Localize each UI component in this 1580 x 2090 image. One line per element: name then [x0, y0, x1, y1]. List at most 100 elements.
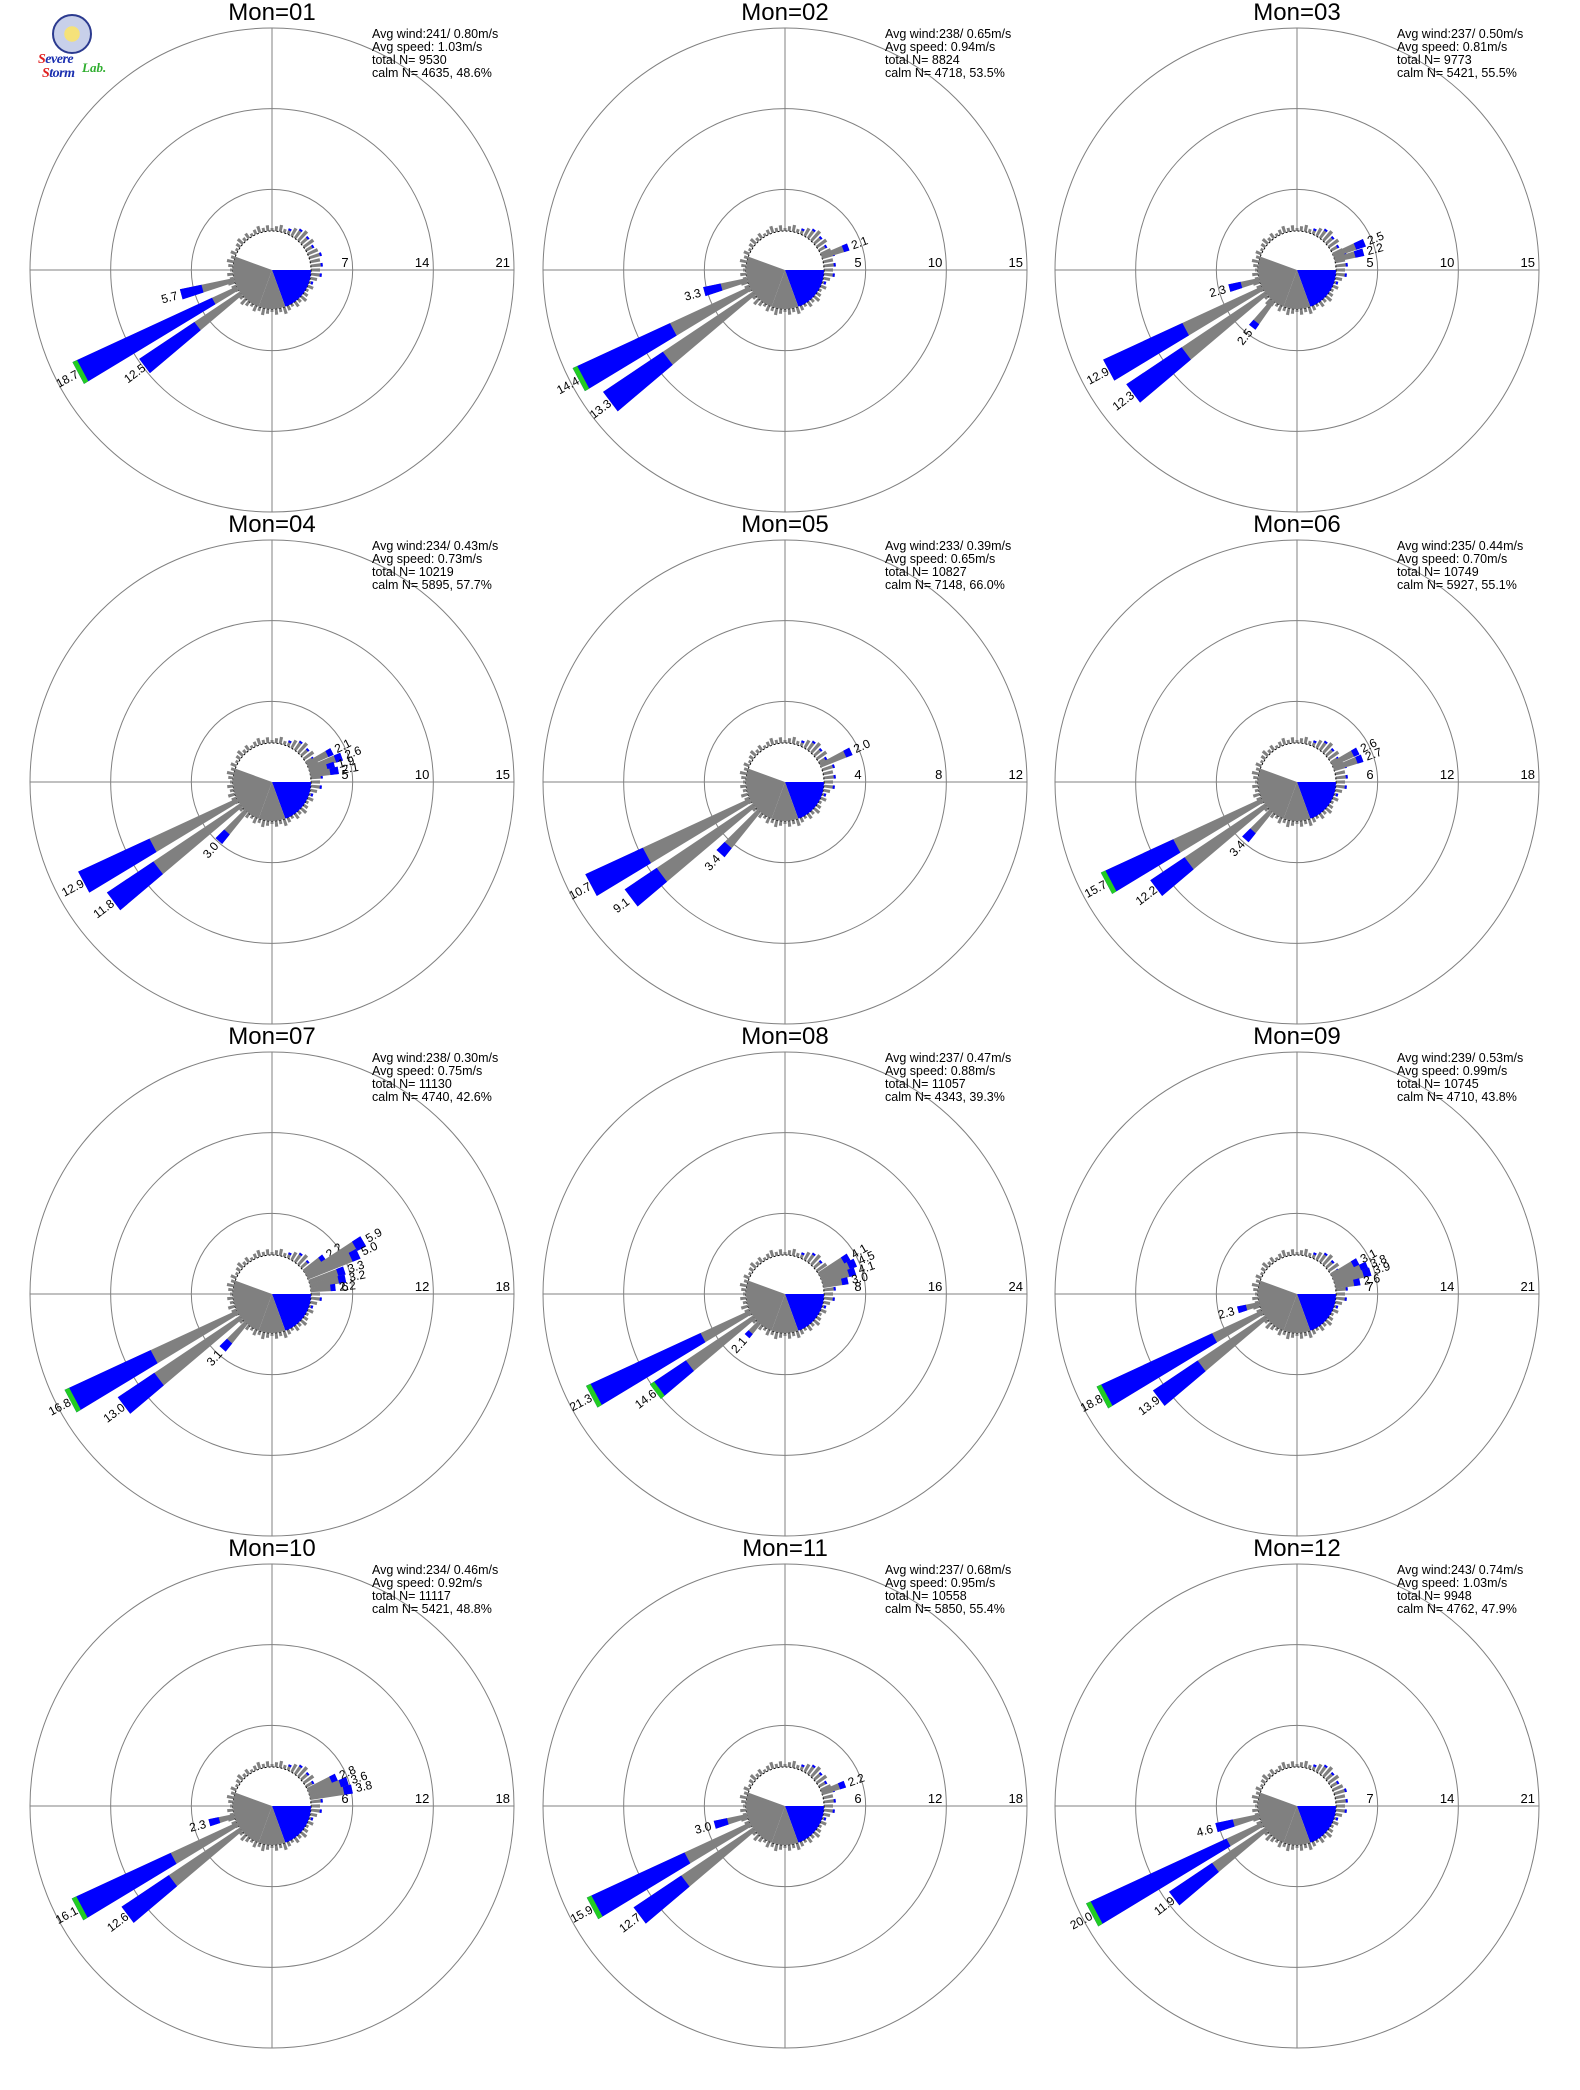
- minor-bar: [1255, 1292, 1259, 1296]
- minor-bar: [822, 770, 834, 776]
- minor-bar: [265, 1332, 270, 1338]
- wind-bar-blue: [78, 838, 157, 893]
- minor-bar-tip: [1344, 1809, 1347, 1813]
- minor-bar: [1335, 1296, 1347, 1301]
- minor-bar: [755, 237, 760, 242]
- minor-bar: [1269, 232, 1276, 240]
- minor-bar: [1327, 1774, 1340, 1785]
- minor-bar: [293, 1836, 300, 1844]
- panel-title: Mon=12: [1253, 1535, 1340, 1562]
- stats-line: Avg wind:234/ 0.46m/s: [372, 1563, 498, 1577]
- wind-bar-blue: [139, 321, 201, 374]
- wind-bar-blue: [329, 766, 339, 776]
- wind-bar-blue: [219, 1338, 233, 1352]
- minor-bar-tip: [831, 764, 835, 769]
- minor-bar: [823, 1798, 836, 1804]
- minor-bar-tip: [1335, 793, 1339, 797]
- ring-label: 12: [928, 1791, 942, 1806]
- minor-bar: [257, 306, 262, 312]
- minor-bar: [820, 1820, 827, 1826]
- stats-line: Avg speed: 0.65m/s: [885, 552, 995, 566]
- minor-bar: [799, 817, 805, 823]
- calm-sector-gray: [1258, 1792, 1297, 1843]
- minor-bar: [1332, 1820, 1339, 1826]
- minor-bar: [740, 1296, 747, 1301]
- minor-bar: [226, 1282, 235, 1288]
- wind-bar: [307, 752, 344, 771]
- minor-bar: [1332, 284, 1339, 290]
- minor-bar: [783, 1764, 787, 1768]
- stats-line: calm N= 4718, 53.5%: [885, 66, 1005, 80]
- bar-label: 2.3: [1208, 282, 1228, 300]
- wind-bar-blue: [121, 1875, 178, 1923]
- minor-bar: [310, 268, 320, 272]
- minor-bar: [769, 1761, 775, 1770]
- minor-bar: [1307, 1252, 1312, 1258]
- ring-label: 12: [1009, 767, 1023, 782]
- minor-bar: [290, 1251, 298, 1261]
- minor-bar: [810, 1766, 822, 1778]
- minor-bar: [1251, 770, 1260, 776]
- logo-lab: Lab.: [82, 60, 107, 75]
- minor-bar: [236, 238, 244, 245]
- minor-bar: [806, 812, 813, 820]
- wind-bar-blue: [624, 867, 668, 907]
- minor-bar: [1325, 807, 1333, 814]
- minor-bar: [795, 1764, 800, 1770]
- stats-line: Avg speed: 0.73m/s: [372, 552, 482, 566]
- minor-bar-tip: [1345, 1798, 1348, 1803]
- ring-label: 7: [1366, 1791, 1373, 1806]
- minor-bar: [1259, 1783, 1264, 1788]
- wind-bar-blue: [329, 1773, 338, 1784]
- stats-line: Avg wind:237/ 0.47m/s: [885, 1051, 1011, 1065]
- minor-bar: [1269, 744, 1276, 752]
- minor-bar: [742, 788, 748, 793]
- minor-bar: [228, 263, 234, 268]
- minor-bar: [256, 225, 262, 234]
- minor-bar: [778, 820, 783, 826]
- minor-bar: [1335, 784, 1347, 789]
- calm-sector-gray: [1258, 768, 1297, 819]
- minor-bar-tip: [298, 1764, 303, 1769]
- minor-bar: [308, 252, 322, 260]
- ring-label: 5: [341, 767, 348, 782]
- minor-bar: [1269, 1836, 1276, 1843]
- minor-bar: [810, 1254, 822, 1266]
- ring-label: 15: [496, 767, 510, 782]
- minor-bar: [743, 780, 747, 784]
- bar-label: 3.4: [1226, 837, 1248, 859]
- wind-bar: [306, 1248, 361, 1280]
- minor-bar: [774, 227, 779, 233]
- minor-bar-tip: [832, 273, 835, 277]
- stats-line: Avg speed: 0.88m/s: [885, 1064, 995, 1078]
- minor-bar-tip: [1343, 1788, 1347, 1793]
- minor-bar-tip: [1344, 1297, 1347, 1301]
- minor-bar: [806, 1324, 813, 1332]
- minor-bar: [770, 818, 775, 824]
- bar-label: 3.3: [683, 286, 703, 304]
- minor-bar: [307, 284, 314, 290]
- minor-bar: [815, 238, 828, 249]
- minor-bar: [740, 1304, 749, 1310]
- minor-bar: [1318, 300, 1325, 308]
- minor-bar-tip: [1313, 1764, 1317, 1768]
- minor-bar: [270, 740, 274, 744]
- minor-bar: [1282, 1842, 1287, 1848]
- minor-bar: [1251, 1794, 1260, 1800]
- stats-line: total N= 9948: [1397, 1589, 1472, 1603]
- wind-bar: [1332, 1261, 1369, 1282]
- minor-bar-tip: [832, 1809, 835, 1813]
- bar-label: 2.5: [1365, 228, 1386, 247]
- minor-bar: [244, 1256, 251, 1264]
- minor-bar: [307, 1308, 314, 1314]
- wind-bar: [310, 1283, 336, 1293]
- minor-bar: [1251, 258, 1260, 264]
- minor-bar: [757, 744, 764, 752]
- minor-bar: [1286, 227, 1291, 233]
- minor-bar: [823, 1286, 836, 1292]
- minor-bar: [307, 796, 314, 802]
- minor-bar: [743, 1791, 749, 1796]
- wind-bar-blue: [703, 283, 723, 297]
- minor-bar: [1286, 1763, 1291, 1769]
